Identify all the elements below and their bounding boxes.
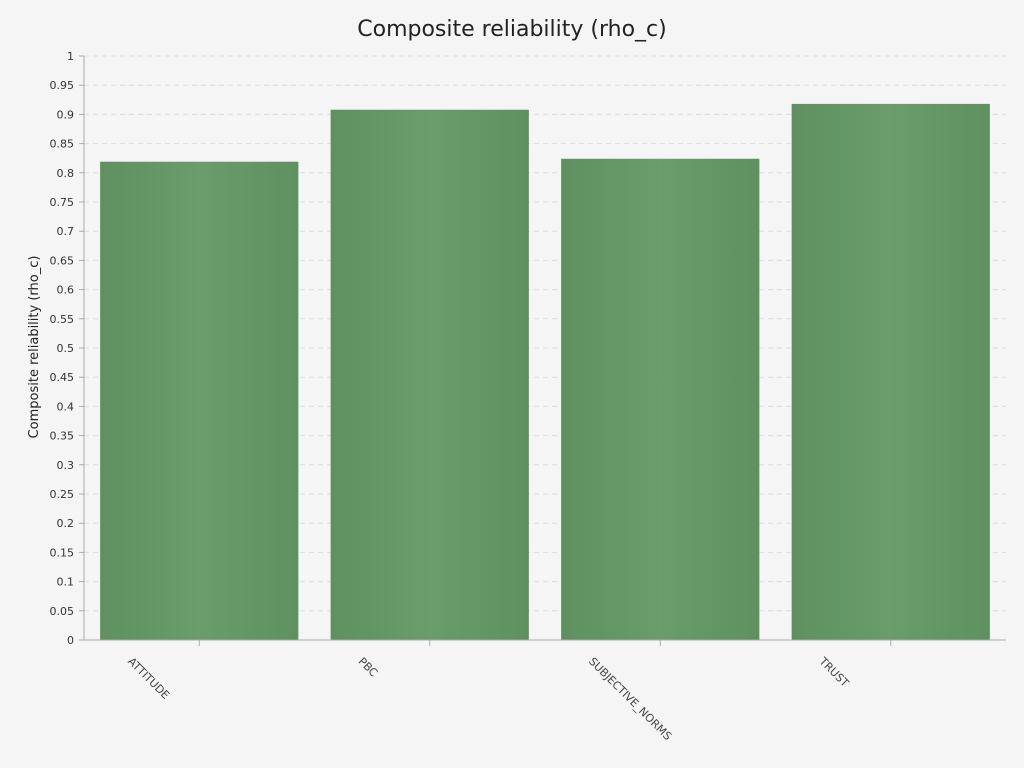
y-tick-label: 0.1: [57, 576, 75, 589]
y-tick-label: 0.5: [57, 342, 75, 355]
y-axis-ticks: 0 0.05 0.1 0.15 0.2 0.25 0.3 0.35 0.4 0.45 0.5 0.55…: [50, 50, 84, 647]
y-tick-label: 0.05: [50, 605, 75, 618]
bar-trust: [791, 103, 990, 640]
y-tick-label: 0.6: [57, 284, 75, 297]
y-tick-label: 0.9: [57, 108, 75, 121]
x-tick-label: ATTITUDE: [125, 655, 172, 702]
y-tick-label: 0.95: [50, 79, 75, 92]
bar-pbc: [330, 109, 529, 640]
y-tick-label: 0.3: [57, 459, 75, 472]
bar-subjective-norms: [561, 158, 760, 640]
chart-title: Composite reliability (rho_c): [357, 17, 666, 42]
y-tick-label: 1: [67, 50, 74, 63]
y-tick-label: 0.15: [50, 546, 75, 559]
x-axis-ticks: ATTITUDE PBC SUBJECTIVE_NORMS TRUST: [125, 640, 892, 743]
x-tick-label: TRUST: [816, 654, 852, 690]
bars: [100, 103, 990, 641]
y-tick-label: 0.2: [57, 517, 75, 530]
y-tick-label: 0.55: [50, 313, 75, 326]
y-tick-label: 0.65: [50, 254, 75, 267]
y-tick-label: 0: [67, 634, 74, 647]
y-tick-label: 0.85: [50, 138, 75, 151]
y-axis-label: Composite reliability (rho_c): [27, 256, 42, 439]
y-tick-label: 0.8: [57, 167, 75, 180]
y-tick-label: 0.7: [57, 225, 75, 238]
y-tick-label: 0.45: [50, 371, 75, 384]
y-tick-label: 0.25: [50, 488, 75, 501]
bar-attitude: [100, 161, 299, 641]
x-tick-label: SUBJECTIVE_NORMS: [586, 655, 674, 743]
y-tick-label: 0.4: [57, 400, 75, 413]
y-tick-label: 0.35: [50, 430, 75, 443]
y-tick-label: 0.75: [50, 196, 75, 209]
x-tick-label: PBC: [356, 655, 381, 680]
